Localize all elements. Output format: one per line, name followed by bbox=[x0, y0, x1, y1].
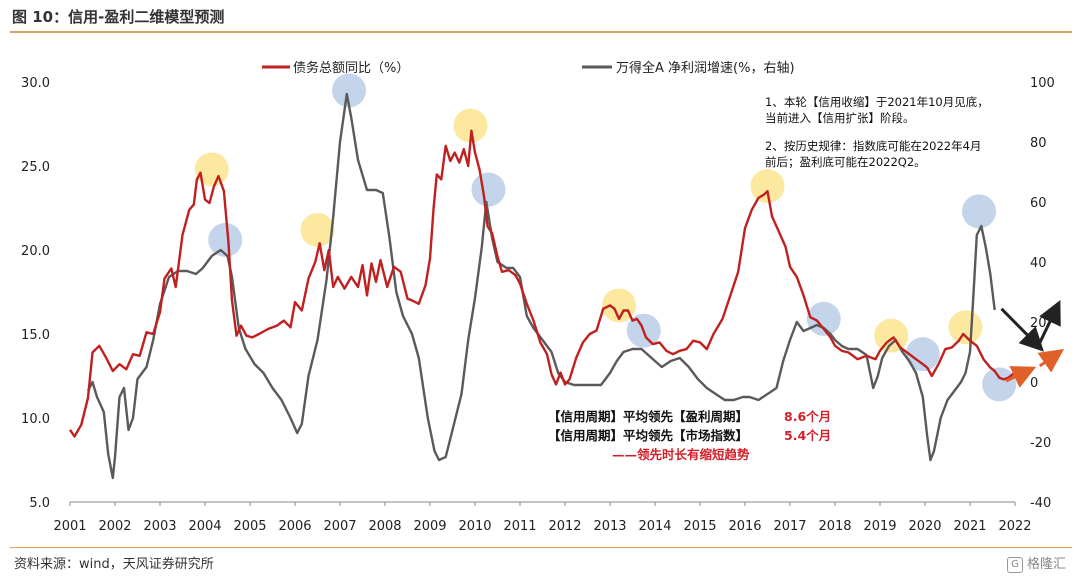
figure-title: 图 10：信用-盈利二维模型预测 bbox=[12, 8, 225, 26]
x-tick-label: 2010 bbox=[458, 519, 491, 534]
yellow-cycle-marker bbox=[300, 212, 335, 247]
x-tick-label: 2018 bbox=[818, 519, 851, 534]
title-divider bbox=[10, 31, 1072, 33]
y-right-tick-label: 20 bbox=[1030, 316, 1047, 331]
x-tick-label: 2020 bbox=[908, 519, 941, 534]
x-tick-label: 2022 bbox=[998, 519, 1031, 534]
x-tick-label: 2003 bbox=[143, 519, 176, 534]
x-tick-label: 2017 bbox=[773, 519, 806, 534]
x-tick-label: 2009 bbox=[413, 519, 446, 534]
note-line-4: 前后；盈利底可能在2022Q2。 bbox=[765, 155, 926, 169]
yellow-cycle-marker bbox=[750, 169, 785, 204]
y-left-tick-label: 5.0 bbox=[29, 496, 50, 511]
x-tick-label: 2001 bbox=[53, 519, 86, 534]
y-right-tick-label: 0 bbox=[1030, 376, 1038, 391]
forecast-arrow-black bbox=[1000, 307, 1044, 352]
yellow-cycle-marker bbox=[874, 318, 909, 353]
x-tick-label: 2007 bbox=[323, 519, 356, 534]
watermark-logo-icon: G bbox=[1006, 556, 1023, 573]
debt-growth-line bbox=[69, 129, 1016, 438]
x-tick-label: 2002 bbox=[98, 519, 131, 534]
blue-cycle-marker bbox=[982, 367, 1017, 402]
watermark: G 格隆汇 bbox=[1006, 553, 1066, 573]
y-left-tick-label: 10.0 bbox=[21, 412, 50, 427]
lead-row-1-value: 8.6个月 bbox=[784, 409, 831, 424]
y-left-tick-label: 15.0 bbox=[21, 328, 50, 343]
legend: 债务总额同比（%） 万得全A 净利润增速(%，右轴) bbox=[262, 60, 795, 76]
footer-divider bbox=[10, 547, 1072, 548]
blue-cycle-marker bbox=[806, 301, 841, 336]
y-left-tick-label: 20.0 bbox=[21, 244, 50, 259]
y-right-tick-label: 80 bbox=[1030, 136, 1047, 151]
source-note: 资料来源：wind，天风证券研究所 bbox=[14, 557, 214, 572]
blue-cycle-marker bbox=[332, 73, 366, 108]
y-right-tick-label: -40 bbox=[1030, 496, 1051, 511]
x-tick-label: 2004 bbox=[188, 519, 221, 534]
x-tick-label: 2014 bbox=[638, 519, 671, 534]
x-tick-label: 2008 bbox=[368, 519, 401, 534]
lead-row-1-label: 【信用周期】平均领先【盈利周期】 bbox=[548, 409, 748, 424]
forecast-arrow-orange bbox=[1037, 349, 1065, 373]
cycle-markers bbox=[194, 73, 1017, 402]
y-right-tick-label: -20 bbox=[1030, 436, 1051, 451]
lead-summary: 【信用周期】平均领先【盈利周期】 8.6个月 【信用周期】平均领先【市场指数】 … bbox=[548, 409, 831, 462]
x-tick-label: 2021 bbox=[953, 519, 986, 534]
x-tick-label: 2012 bbox=[548, 519, 581, 534]
y-left-tick-label: 30.0 bbox=[21, 76, 50, 91]
x-tick-label: 2015 bbox=[683, 519, 716, 534]
note-line-2: 当前进入【信用扩张】阶段。 bbox=[765, 111, 915, 125]
y-left-tick-label: 25.0 bbox=[21, 160, 50, 175]
x-tick-label: 2013 bbox=[593, 519, 626, 534]
forecast-arrow-black bbox=[1036, 300, 1061, 349]
x-tick-label: 2005 bbox=[233, 519, 266, 534]
note-line-3: 2、按历史规律：指数底可能在2022年4月 bbox=[765, 139, 981, 153]
yellow-cycle-marker bbox=[948, 310, 983, 345]
x-tick-label: 2011 bbox=[503, 519, 536, 534]
x-tick-label: 2006 bbox=[278, 519, 311, 534]
yellow-cycle-marker bbox=[453, 108, 488, 143]
blue-cycle-marker bbox=[905, 337, 940, 372]
note-line-1: 1、本轮【信用收缩】于2021年10月见底， bbox=[765, 95, 989, 109]
forecast-arrows bbox=[1000, 300, 1065, 388]
series-lines bbox=[69, 92, 1016, 480]
legend-label-profit: 万得全A 净利润增速(%，右轴) bbox=[616, 60, 795, 76]
y-right-tick-label: 60 bbox=[1030, 196, 1047, 211]
chart: 2001 2002 2003 2004 2005 2006 2007 2008 2009 2010… bbox=[21, 60, 1065, 534]
blue-cycle-marker bbox=[208, 222, 243, 257]
forecast-arrow-orange bbox=[1005, 366, 1037, 388]
lead-row-2-value: 5.4个月 bbox=[784, 428, 831, 443]
annotation-notes: 1、本轮【信用收缩】于2021年10月见底， 当前进入【信用扩张】阶段。 2、按… bbox=[765, 95, 989, 169]
yellow-cycle-marker bbox=[194, 152, 229, 187]
blue-cycle-marker bbox=[962, 194, 996, 229]
axes: 2001 2002 2003 2004 2005 2006 2007 2008 2009 2010… bbox=[21, 76, 1055, 534]
lead-conclusion: ——领先时长有缩短趋势 bbox=[612, 447, 750, 462]
x-tick-label: 2016 bbox=[728, 519, 761, 534]
y-right-tick-label: 40 bbox=[1030, 256, 1047, 271]
watermark-text: 格隆汇 bbox=[1026, 557, 1066, 572]
y-right-tick-label: 100 bbox=[1030, 76, 1055, 91]
blue-cycle-marker bbox=[471, 172, 506, 207]
lead-row-2-label: 【信用周期】平均领先【市场指数】 bbox=[548, 428, 748, 443]
yellow-cycle-marker bbox=[602, 288, 636, 323]
legend-label-debt: 债务总额同比（%） bbox=[293, 60, 409, 76]
x-tick-label: 2019 bbox=[863, 519, 896, 534]
